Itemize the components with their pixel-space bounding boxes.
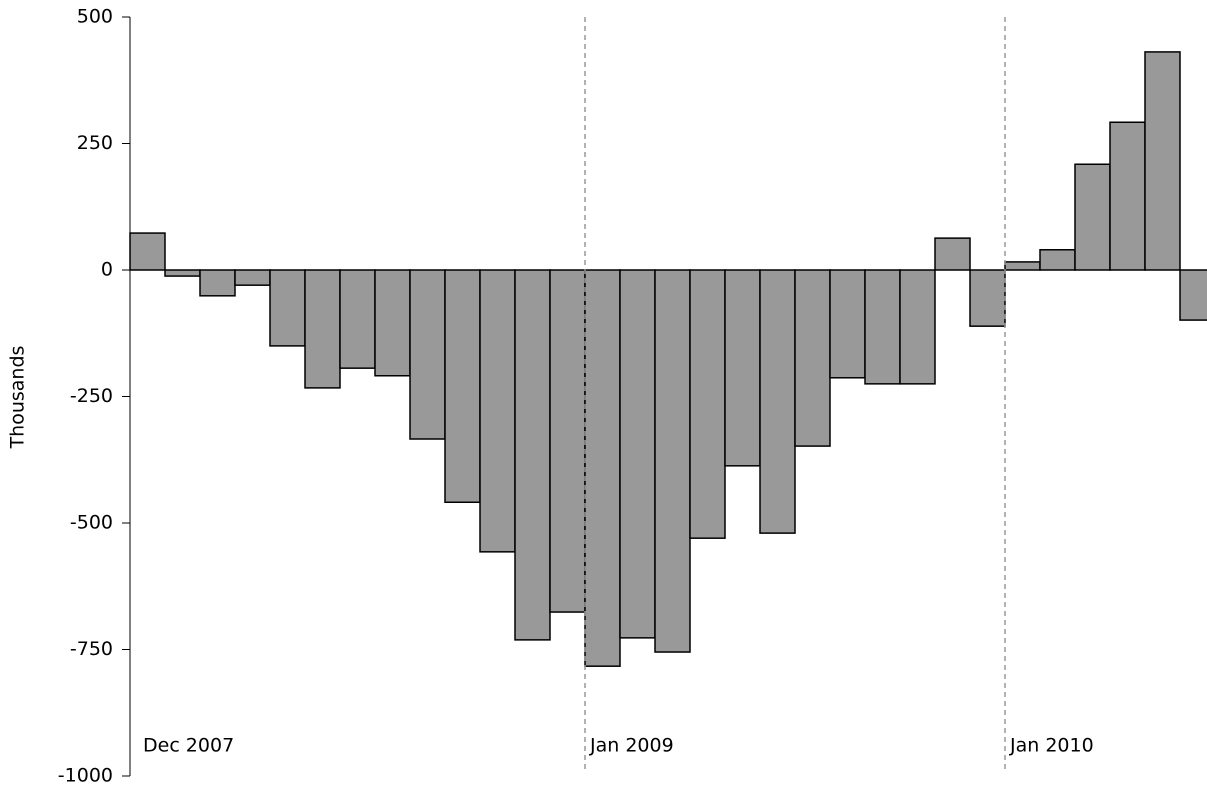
y-axis-label: Thousands — [7, 346, 29, 450]
bar — [794, 269, 831, 447]
bar — [514, 269, 551, 641]
bar — [724, 269, 761, 467]
bar — [1109, 121, 1146, 271]
x-tick-label: Jan 2010 — [1009, 735, 1094, 757]
bar — [969, 269, 1006, 327]
bar — [1179, 269, 1207, 321]
bar — [269, 269, 306, 347]
y-tick-label: -500 — [70, 512, 113, 534]
bar — [619, 269, 656, 639]
bar — [339, 269, 376, 369]
y-tick-label: 250 — [77, 132, 113, 154]
bar — [129, 232, 166, 271]
x-tick-label: Dec 2007 — [143, 735, 234, 757]
y-tick-label: -250 — [70, 385, 113, 407]
bar — [374, 269, 411, 377]
y-tick-label: 500 — [77, 6, 113, 28]
bar — [444, 269, 481, 504]
bar — [899, 269, 936, 385]
bar — [584, 269, 621, 667]
bar — [479, 269, 516, 553]
bar — [304, 269, 341, 389]
x-tick-label: Jan 2009 — [589, 735, 674, 757]
bar — [1144, 51, 1181, 271]
y-tick-label: -750 — [70, 638, 113, 660]
bar — [1004, 261, 1041, 271]
bar — [759, 269, 796, 534]
y-tick-label: -1000 — [58, 765, 113, 787]
bar — [654, 269, 691, 653]
bar — [549, 269, 586, 613]
y-tick-label: 0 — [101, 259, 113, 281]
bar — [1074, 163, 1111, 271]
bar — [934, 237, 971, 271]
bar — [829, 269, 866, 379]
bar — [1039, 249, 1076, 271]
bar — [409, 269, 446, 440]
bar — [234, 269, 271, 286]
bar — [864, 269, 901, 385]
bar — [199, 269, 236, 297]
bar — [689, 269, 726, 539]
bar — [164, 269, 201, 277]
